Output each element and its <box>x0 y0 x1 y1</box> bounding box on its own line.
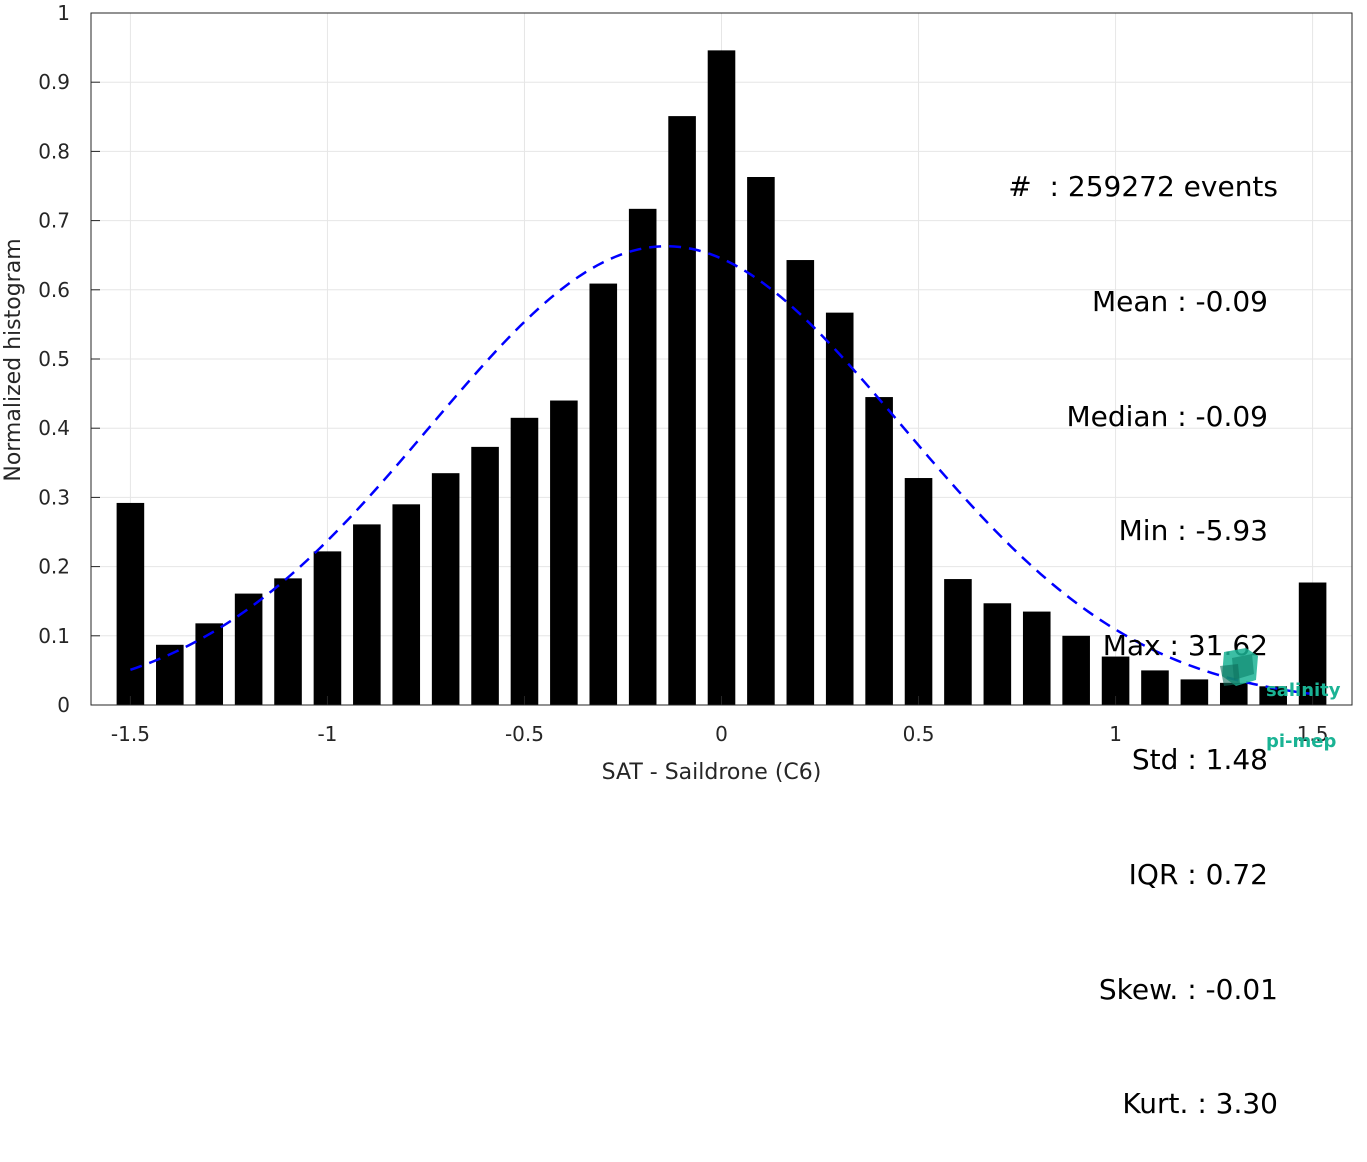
histogram-bar <box>904 478 933 705</box>
histogram-bars <box>116 50 1327 706</box>
stat-iqr: IQR : 0.72 <box>1128 858 1268 892</box>
x-tick-label: 0.5 <box>903 722 935 746</box>
x-axis-ticks: -1.5 -1 -0.5 0 0.5 1 1.5 <box>111 696 1329 746</box>
y-tick-label: 0.8 <box>38 139 70 163</box>
y-axis-label: Normalized histogram <box>1 238 26 481</box>
histogram-bar <box>274 578 302 705</box>
logo-line2: pi-mep <box>1266 731 1337 752</box>
histogram-bar <box>1180 679 1209 705</box>
histogram-bar <box>628 208 657 705</box>
x-tick-label: -1.5 <box>111 722 150 746</box>
histogram-bar <box>234 593 263 705</box>
y-tick-label: 1 <box>57 1 70 25</box>
histogram-bar <box>944 579 972 705</box>
histogram-bar <box>431 473 460 705</box>
y-tick-label: 0.9 <box>38 70 70 94</box>
y-tick-label: 0.7 <box>38 209 70 233</box>
x-tick-label: -1 <box>317 722 337 746</box>
histogram-bar <box>668 116 696 705</box>
logo-icon <box>1220 648 1258 686</box>
x-tick-label: 1 <box>1109 722 1122 746</box>
x-tick-label: -0.5 <box>505 722 544 746</box>
x-axis-label: SAT - Saildrone (C6) <box>602 760 822 785</box>
histogram-bar <box>1298 582 1327 705</box>
histogram-chart: -1.5 -1 -0.5 0 0.5 1 1.5 0 0.1 0.2 0.3 0.4 0.5 0.6 0.… <box>1 1 1353 785</box>
histogram-bar <box>589 283 618 705</box>
y-tick-label: 0.4 <box>38 416 70 440</box>
histogram-bar <box>786 260 815 705</box>
stat-median: Median : -0.09 <box>1066 399 1268 433</box>
histogram-bar <box>116 502 145 705</box>
y-tick-label: 0 <box>57 693 70 717</box>
y-tick-label: 0.3 <box>38 485 70 509</box>
x-tick-label: 0 <box>715 722 728 746</box>
salinity-pimep-logo: salinity pi-mep <box>1218 646 1348 751</box>
x-tick-label: 1.5 <box>1297 722 1329 746</box>
stat-std: Std : 1.48 <box>1131 743 1268 777</box>
statistics-box: # : 259272 events Mean : -0.09 Median : … <box>1008 92 1278 1162</box>
histogram-bar <box>471 446 499 705</box>
stat-min: Min : -5.93 <box>1118 514 1268 548</box>
histogram-bar <box>983 603 1012 705</box>
histogram-bar <box>392 504 421 705</box>
histogram-bar <box>1062 635 1090 705</box>
logo-text: salinity pi-mep <box>1266 648 1341 784</box>
histogram-bar <box>510 417 539 705</box>
histogram-bar <box>825 312 854 705</box>
histogram-bar <box>195 623 224 705</box>
y-tick-label: 0.5 <box>38 347 70 371</box>
stat-skew: Skew. : -0.01 <box>1098 972 1278 1006</box>
histogram-bar <box>1022 611 1051 705</box>
stat-mean: Mean : -0.09 <box>1092 285 1268 319</box>
histogram-bar <box>1259 686 1287 705</box>
histogram-bar <box>865 397 893 705</box>
y-axis-ticks: 0 0.1 0.2 0.3 0.4 0.5 0.6 0.7 0.8 0.9 1 <box>38 1 100 717</box>
histogram-bar <box>550 400 578 705</box>
stat-kurt: Kurt. : 3.30 <box>1122 1087 1278 1121</box>
histogram-bar <box>747 177 775 705</box>
logo-line1: salinity <box>1266 680 1341 701</box>
stat-events: # : 259272 events <box>1008 170 1278 204</box>
y-tick-label: 0.6 <box>38 278 70 302</box>
histogram-bar <box>1219 682 1248 705</box>
y-tick-label: 0.1 <box>38 624 70 648</box>
histogram-bar <box>353 524 381 705</box>
histogram-bar <box>1141 670 1169 705</box>
histogram-bar <box>313 551 342 705</box>
histogram-bar <box>707 50 736 706</box>
y-tick-label: 0.2 <box>38 555 70 579</box>
